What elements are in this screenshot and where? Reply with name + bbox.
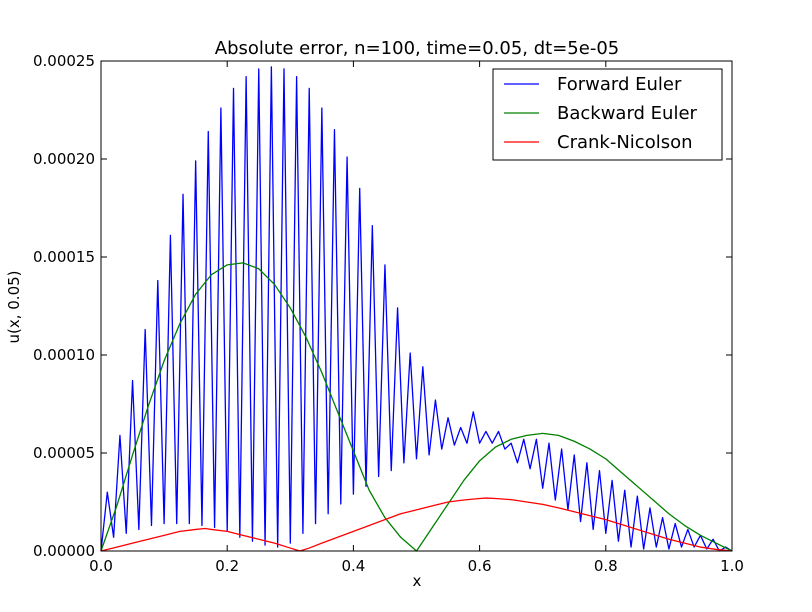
legend-label-1: Backward Euler xyxy=(557,103,698,124)
ticks-layer: 0.0 0.2 0.4 0.6 0.8 1.0 0.00000 0.00005 0.00010 0… xyxy=(33,52,744,575)
x-tick-label: 0.8 xyxy=(594,557,618,575)
x-tick-label: 0.2 xyxy=(215,557,239,575)
legend: Forward Euler Backward Euler Crank-Nicolso… xyxy=(492,68,723,161)
y-axis-label: u(x, 0.05) xyxy=(5,270,23,343)
x-tick-label: 1.0 xyxy=(720,557,744,575)
y-tick-label: 0.00005 xyxy=(33,444,95,462)
x-tick-label: 0.0 xyxy=(89,557,113,575)
x-tick-label: 0.4 xyxy=(341,557,365,575)
x-axis-label: x xyxy=(413,572,422,590)
series-line-0 xyxy=(100,66,733,552)
y-tick-label: 0.00015 xyxy=(33,248,95,266)
y-tick-label: 0.00020 xyxy=(33,150,95,168)
series-line-2 xyxy=(100,497,733,552)
plot-frame xyxy=(100,60,733,552)
y-tick-label: 0.00010 xyxy=(33,346,95,364)
x-tick-label: 0.6 xyxy=(468,557,492,575)
chart-title: Absolute error, n=100, time=0.05, dt=5e-… xyxy=(215,38,619,59)
legend-label-0: Forward Euler xyxy=(557,74,682,95)
y-tick-label: 0.00000 xyxy=(33,542,95,560)
y-tick-label: 0.00025 xyxy=(33,52,95,70)
legend-label-2: Crank-Nicolson xyxy=(557,132,693,153)
